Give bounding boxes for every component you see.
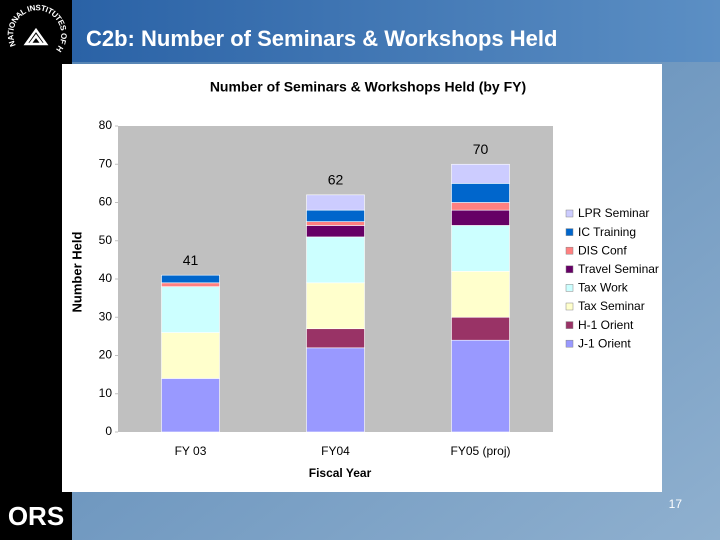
total-label: 41 [183,252,199,268]
legend-label: Travel Seminar [578,262,659,276]
y-tick-label: 0 [105,424,112,438]
y-tick-label: 60 [99,195,113,209]
bar-segment [451,202,510,211]
x-tick-label: FY 03 [175,444,207,458]
total-label: 70 [473,141,489,157]
bar-segment [306,328,365,349]
y-tick-label: 30 [99,309,113,323]
bar-segment [451,225,510,272]
bar-segment [306,209,365,222]
legend-swatch [565,209,574,218]
legend-label: LPR Seminar [578,206,649,220]
slide-title: C2b: Number of Seminars & Workshops Held [86,26,557,51]
page-number: 17 [669,497,683,511]
chart-title: Number of Seminars & Workshops Held (by … [210,79,526,95]
x-tick-label: FY05 (proj) [450,444,510,458]
sidebar [0,0,72,540]
legend-label: Tax Work [578,281,629,295]
bar-segment [306,236,365,284]
legend-swatch [565,302,574,311]
y-tick-label: 20 [99,348,113,362]
bar-segment [161,332,220,379]
legend-label: J-1 Orient [578,336,631,350]
legend-label: DIS Conf [578,243,627,257]
header [72,0,720,62]
bar-segment [306,194,365,211]
y-tick-label: 10 [99,386,113,400]
legend-swatch [565,321,574,329]
bar-segment [306,347,365,433]
bar-segment [451,316,510,341]
bar-segment [451,209,510,226]
legend-swatch [565,265,574,274]
bar-segment [161,274,220,284]
bar-segment [451,271,510,318]
x-axis-label: Fiscal Year [309,466,372,480]
legend-swatch [565,284,574,292]
bar-segment [161,378,220,433]
bar-segment [306,282,365,330]
y-tick-label: 50 [99,233,113,247]
y-tick-label: 80 [99,118,113,132]
legend-swatch [565,339,574,348]
y-tick-label: 70 [99,156,113,170]
bar-segment [161,286,220,333]
bar-segment [451,163,510,184]
bar-segment [451,339,510,433]
legend-swatch [565,246,574,255]
x-tick-label: FY04 [321,444,350,458]
brand: ORS [8,501,64,531]
logo-emblem [23,27,49,46]
bar-segment [306,221,365,226]
bar-segment [161,282,220,287]
bar-segment [306,225,365,238]
legend-label: IC Training [578,225,636,239]
legend-swatch [565,228,574,236]
legend-label: H-1 Orient [578,318,634,332]
y-axis-label: Number Held [69,231,84,312]
bar-segment [451,183,510,203]
total-label: 62 [328,172,344,188]
y-tick-label: 40 [99,271,113,285]
legend-label: Tax Seminar [578,299,645,313]
